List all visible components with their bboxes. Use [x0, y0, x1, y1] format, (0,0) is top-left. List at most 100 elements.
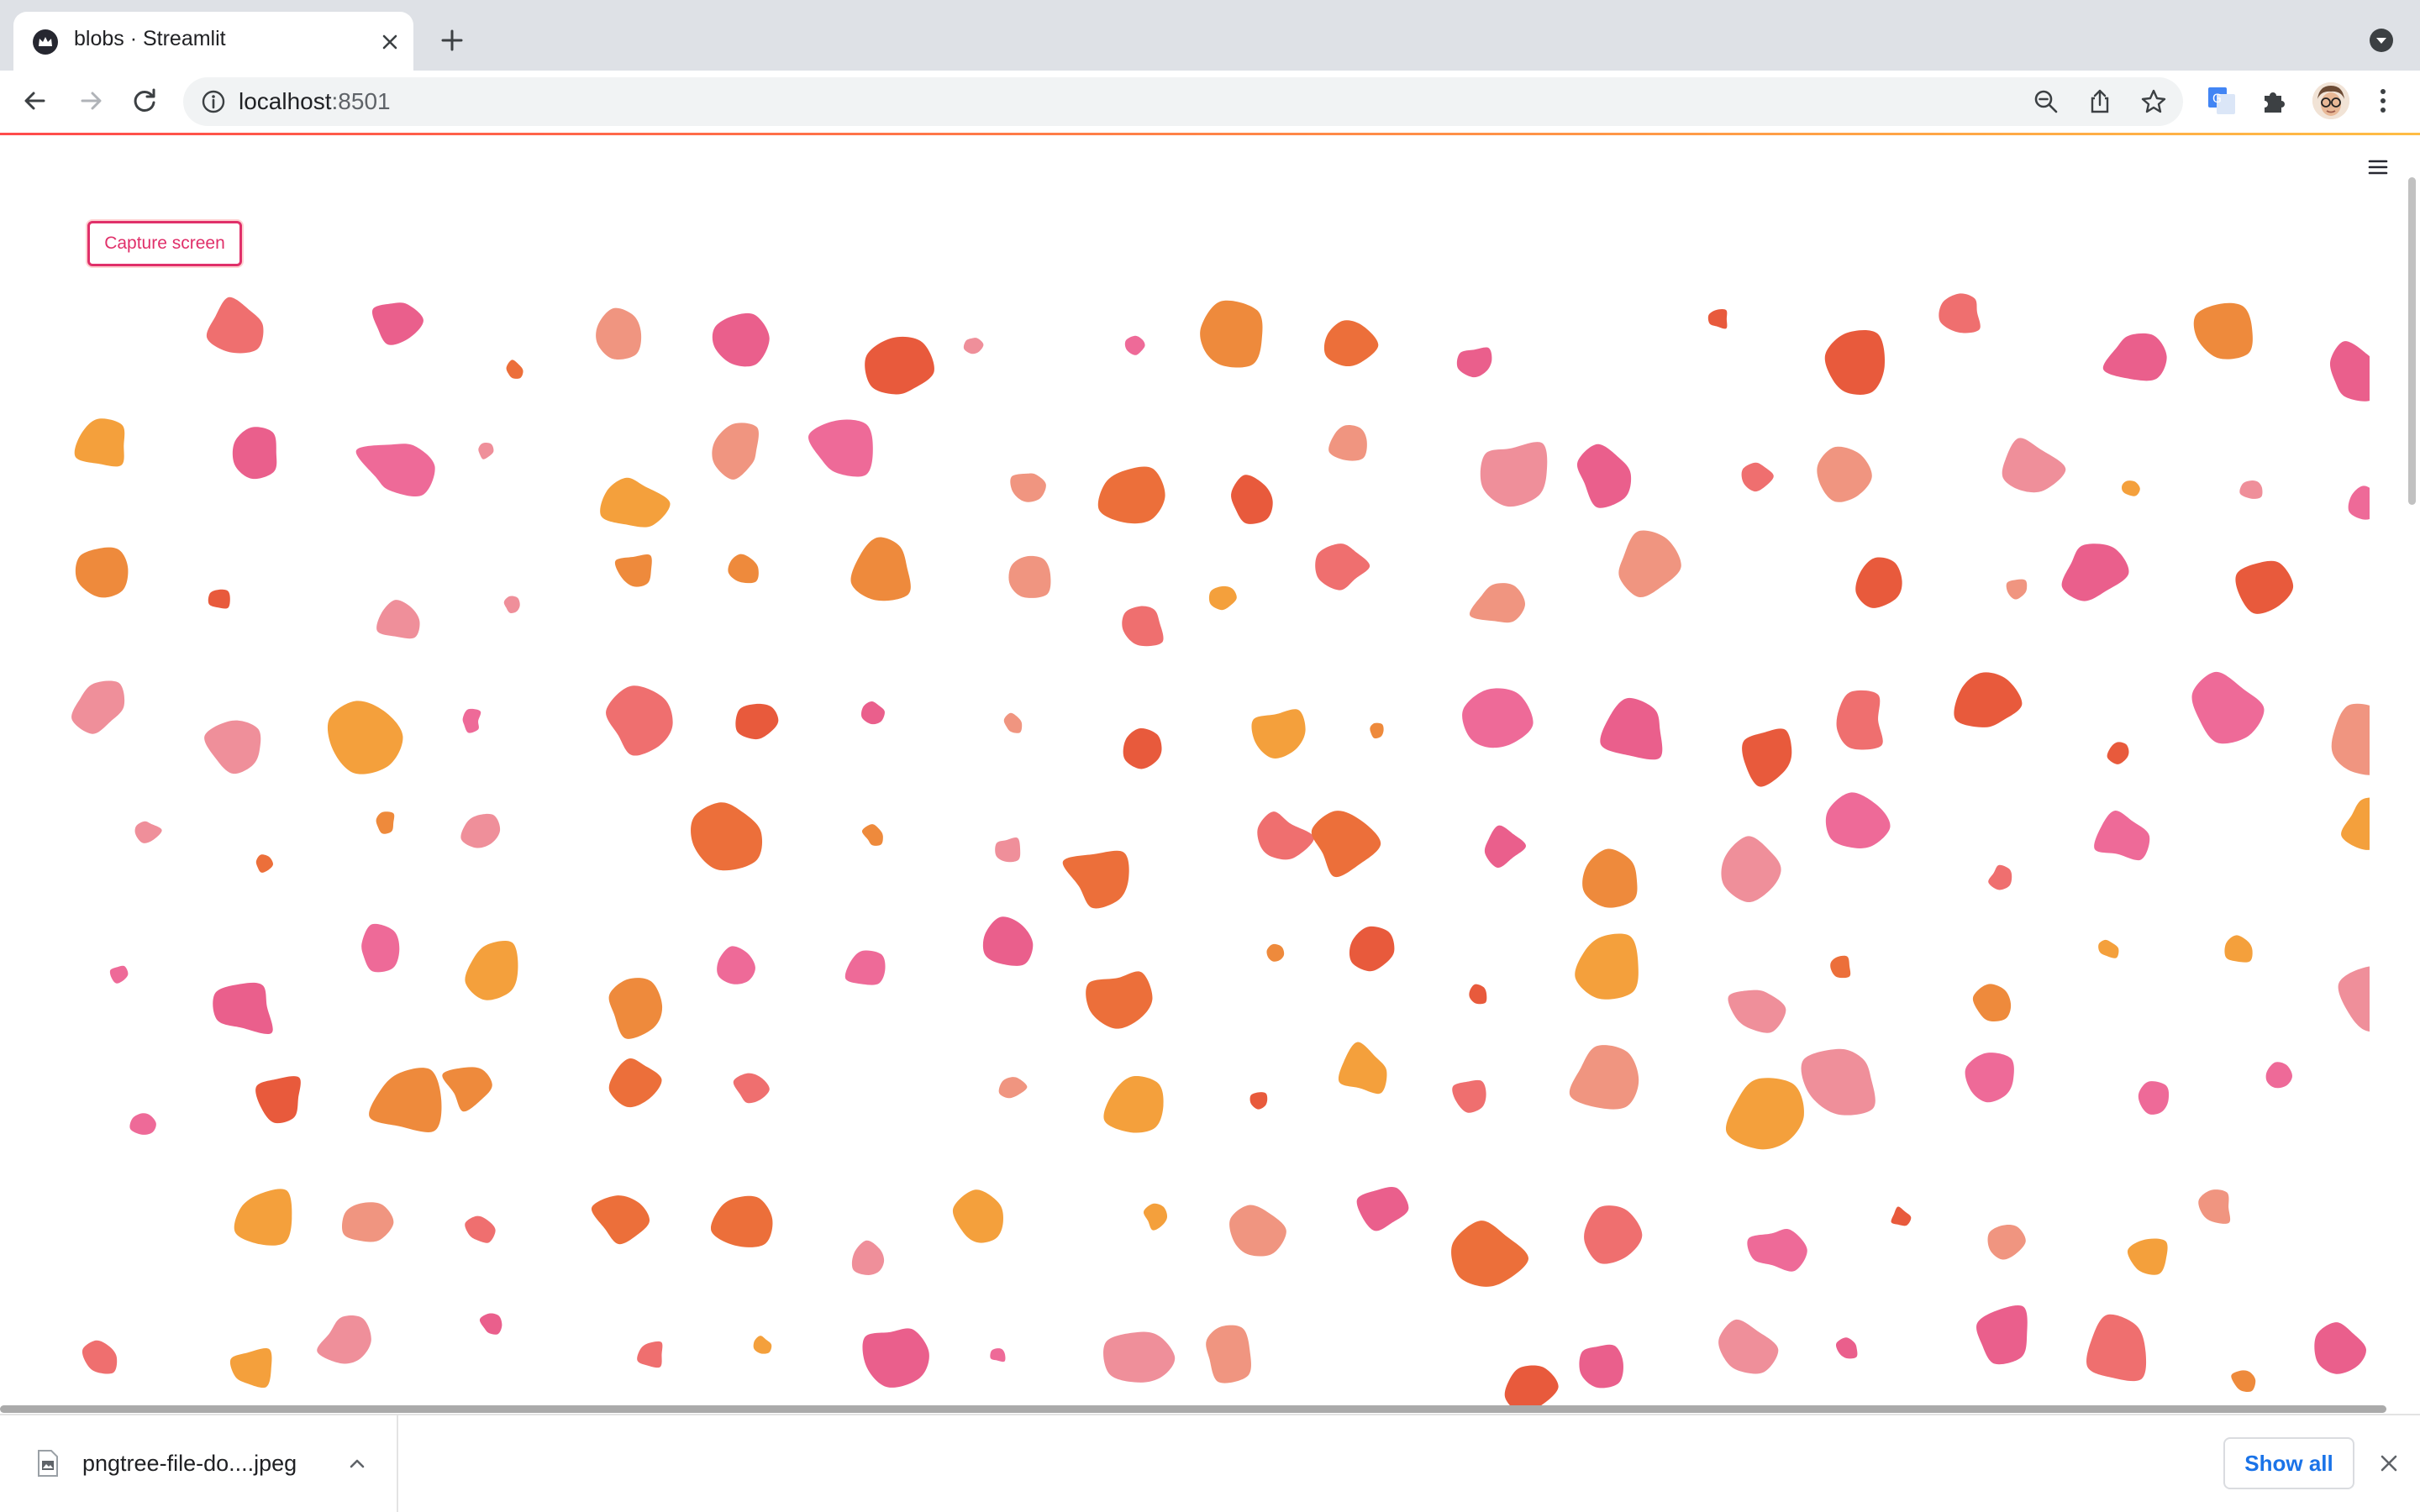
- blob-shape: [1208, 585, 1237, 611]
- chevron-up-icon[interactable]: [346, 1452, 368, 1474]
- blob-shape: [2235, 560, 2294, 614]
- blob-shape: [2086, 1314, 2147, 1382]
- blob-shape: [1504, 1365, 1559, 1413]
- blob-shape: [753, 1336, 772, 1354]
- close-icon[interactable]: [2378, 1452, 2400, 1474]
- blob-shape: [376, 600, 420, 639]
- star-icon[interactable]: [2139, 87, 2168, 116]
- blob-shape: [478, 443, 494, 459]
- url-text[interactable]: localhost:8501: [239, 88, 391, 115]
- translate-icon[interactable]: G: [2205, 84, 2238, 118]
- forward-icon[interactable]: [74, 84, 108, 118]
- blob-shape: [109, 965, 129, 984]
- download-shelf: pngtree-file-do....jpeg Show all: [0, 1414, 2420, 1512]
- blob-shape: [995, 837, 1021, 863]
- blob-shape: [255, 1076, 301, 1124]
- blob-shape: [614, 554, 652, 587]
- blob-shape: [369, 1068, 442, 1132]
- blob-shape: [963, 338, 984, 354]
- blob-shape: [606, 685, 673, 756]
- blob-shape: [982, 916, 1034, 966]
- vertical-scrollbar[interactable]: [2408, 177, 2416, 505]
- blob-shape: [1569, 1045, 1639, 1110]
- blob-canvas: [71, 293, 2370, 1413]
- blob-shape: [1801, 1048, 1876, 1116]
- blob-shape: [71, 680, 125, 734]
- share-icon[interactable]: [2086, 87, 2114, 116]
- blob-shape: [1456, 347, 1492, 378]
- blob-shape: [232, 427, 277, 480]
- blob-shape: [2331, 703, 2370, 775]
- blob-shape: [1086, 971, 1153, 1029]
- zoom-out-icon[interactable]: [2032, 87, 2060, 116]
- show-all-button[interactable]: Show all: [2223, 1437, 2354, 1489]
- blob-shape: [1206, 1325, 1251, 1383]
- blob-shape: [1741, 462, 1774, 492]
- blob-shape: [808, 419, 873, 477]
- blob-shape: [1721, 836, 1781, 903]
- blob-shape: [2006, 579, 2028, 600]
- blob-shape: [1891, 1206, 1912, 1226]
- tab-title: blobs · Streamlit: [74, 27, 226, 50]
- blob-shape: [860, 701, 885, 725]
- blob-shape: [2002, 438, 2066, 493]
- blob-shape: [712, 423, 759, 480]
- blob-shape: [465, 941, 518, 1000]
- blob-shape: [1328, 425, 1367, 461]
- blob-shape: [1462, 688, 1534, 748]
- blob-shape: [2107, 742, 2129, 764]
- reload-icon[interactable]: [128, 84, 161, 118]
- blob-shape: [2098, 939, 2119, 958]
- blob-shape: [1484, 825, 1527, 869]
- blob-shape: [1747, 1228, 1807, 1272]
- blob-shape: [82, 1340, 118, 1374]
- image-file-icon: [38, 1450, 58, 1477]
- blob-shape: [600, 477, 671, 528]
- blob-shape: [1257, 811, 1314, 860]
- blob-shape: [1010, 473, 1046, 502]
- blob-shape: [862, 1328, 929, 1388]
- extensions-icon[interactable]: [2257, 84, 2291, 118]
- profile-avatar[interactable]: [2312, 82, 2349, 119]
- blob-shape: [371, 302, 424, 345]
- blob-shape: [213, 982, 273, 1034]
- back-icon[interactable]: [18, 84, 52, 118]
- blob-shape: [1836, 690, 1883, 750]
- blob-shape: [1469, 984, 1487, 1005]
- blob-shape: [1311, 811, 1381, 878]
- blob-shape: [1726, 1078, 1805, 1150]
- blob-shape: [2231, 1370, 2256, 1393]
- blob-shape: [1452, 1079, 1486, 1113]
- blob-shape: [1855, 557, 1902, 608]
- close-tab-icon[interactable]: [376, 29, 403, 55]
- blob-shape: [1988, 864, 2012, 890]
- tab-search-icon[interactable]: [2368, 27, 2395, 54]
- blob-shape: [206, 297, 264, 354]
- blob-shape: [1103, 1076, 1164, 1133]
- blob-shape: [608, 978, 663, 1039]
- hamburger-menu-icon[interactable]: [2366, 155, 2390, 179]
- blob-shape: [1338, 1042, 1387, 1095]
- blob-shape: [2198, 1189, 2231, 1224]
- blob-shape: [2061, 543, 2129, 601]
- blob-shape: [1576, 444, 1632, 508]
- download-item[interactable]: pngtree-file-do....jpeg: [0, 1415, 398, 1512]
- blob-shape: [1830, 955, 1851, 979]
- blob-shape: [1356, 1186, 1409, 1231]
- info-icon[interactable]: [200, 88, 227, 115]
- blob-shape: [717, 946, 755, 984]
- blob-shape: [2329, 341, 2370, 402]
- blob-shape: [1575, 933, 1639, 1000]
- horizontal-scrollbar[interactable]: [0, 1405, 2386, 1413]
- blob-shape: [465, 1215, 496, 1243]
- capture-screen-button[interactable]: Capture screen: [87, 221, 242, 266]
- blob-shape: [2224, 935, 2253, 963]
- kebab-menu-icon[interactable]: [2366, 84, 2400, 118]
- browser-tab[interactable]: blobs · Streamlit: [13, 12, 413, 71]
- blob-shape: [342, 1202, 394, 1242]
- address-bar[interactable]: localhost:8501: [183, 77, 2183, 126]
- blob-shape: [710, 1195, 773, 1247]
- blob-shape: [1742, 728, 1792, 787]
- new-tab-icon[interactable]: [439, 27, 466, 54]
- blob-shape: [1200, 300, 1263, 368]
